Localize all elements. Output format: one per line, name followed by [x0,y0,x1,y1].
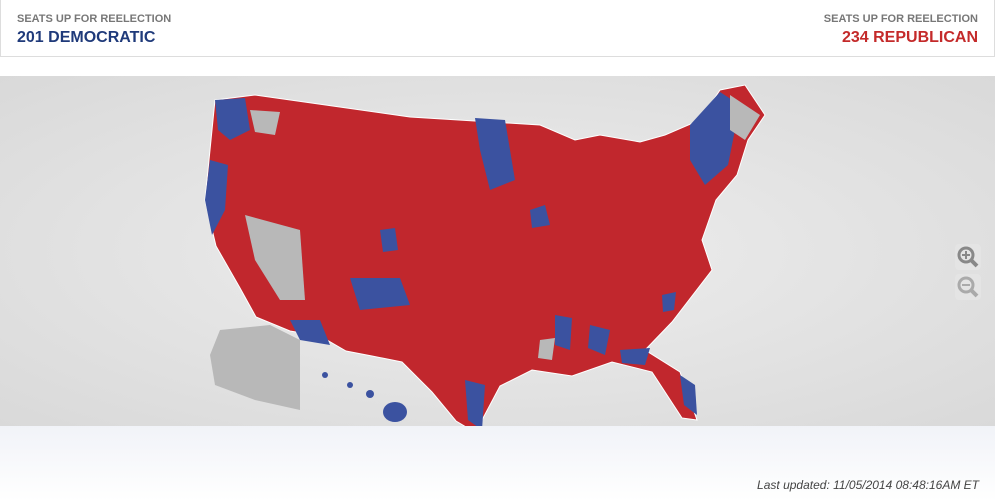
dem-districts [205,92,740,430]
zoom-in[interactable] [955,244,981,270]
vacant-districts [210,95,760,410]
zoom-in-icon [957,246,979,268]
zoom-out-icon [957,276,979,298]
footer-band [0,426,995,501]
rep-label: SEATS UP FOR REELECTION [823,13,978,25]
dem-count: 201 DEMOCRATIC [17,29,156,46]
header: SEATS UP FOR REELECTION 201 DEMOCRATIC S… [0,0,995,57]
map-area [0,76,995,437]
map [204,84,766,437]
dem-label: SEATS UP FOR REELECTION [17,13,172,25]
last-updated: Last updated: 11/05/2014 08:48:16AM ET [757,478,979,492]
zoom-out[interactable] [955,274,981,300]
rep-count: 234 REPUBLICAN [841,29,978,46]
